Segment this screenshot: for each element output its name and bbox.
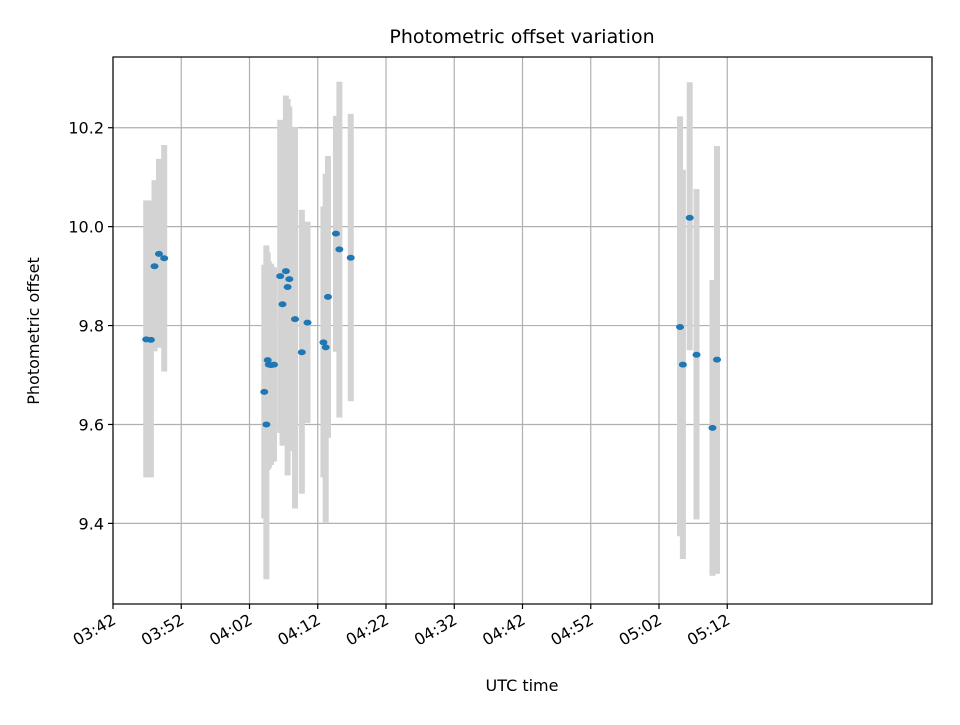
data-point	[708, 424, 717, 431]
data-point	[297, 349, 306, 356]
data-point	[678, 361, 687, 368]
data-point	[281, 268, 290, 275]
data-point	[676, 324, 685, 331]
data-point	[276, 273, 285, 280]
data-point	[262, 421, 271, 428]
chart-title: Photometric offset variation	[389, 26, 654, 48]
data-point	[346, 254, 355, 261]
data-point	[321, 344, 330, 351]
data-point	[335, 246, 344, 253]
data-point	[263, 357, 272, 364]
data-point	[291, 316, 299, 323]
y-axis: 9.4 9.6 9.8 10.0 10.2	[68, 119, 113, 533]
y-tick-label: 10.2	[68, 119, 104, 138]
data-point	[278, 301, 287, 308]
data-point	[269, 361, 278, 368]
x-axis-label: UTC time	[486, 676, 559, 695]
data-point	[303, 319, 312, 326]
marker-layer	[142, 214, 722, 431]
data-point	[150, 263, 159, 270]
data-point	[713, 356, 722, 363]
y-tick-label: 10.0	[68, 218, 104, 237]
y-tick-label: 9.6	[79, 415, 104, 434]
data-point	[260, 388, 269, 395]
data-point	[692, 351, 701, 358]
y-tick-label: 9.4	[79, 514, 104, 533]
data-point	[146, 336, 155, 343]
data-point	[685, 214, 694, 221]
data-point	[160, 255, 169, 262]
data-point	[319, 339, 328, 346]
data-point	[323, 293, 332, 300]
y-axis-label: Photometric offset	[24, 257, 43, 405]
data-point	[331, 230, 340, 237]
grid-layer	[112, 57, 932, 604]
y-tick-label: 9.8	[79, 317, 104, 336]
data-point	[283, 283, 292, 290]
data-point	[285, 276, 294, 283]
data-point	[154, 250, 163, 257]
